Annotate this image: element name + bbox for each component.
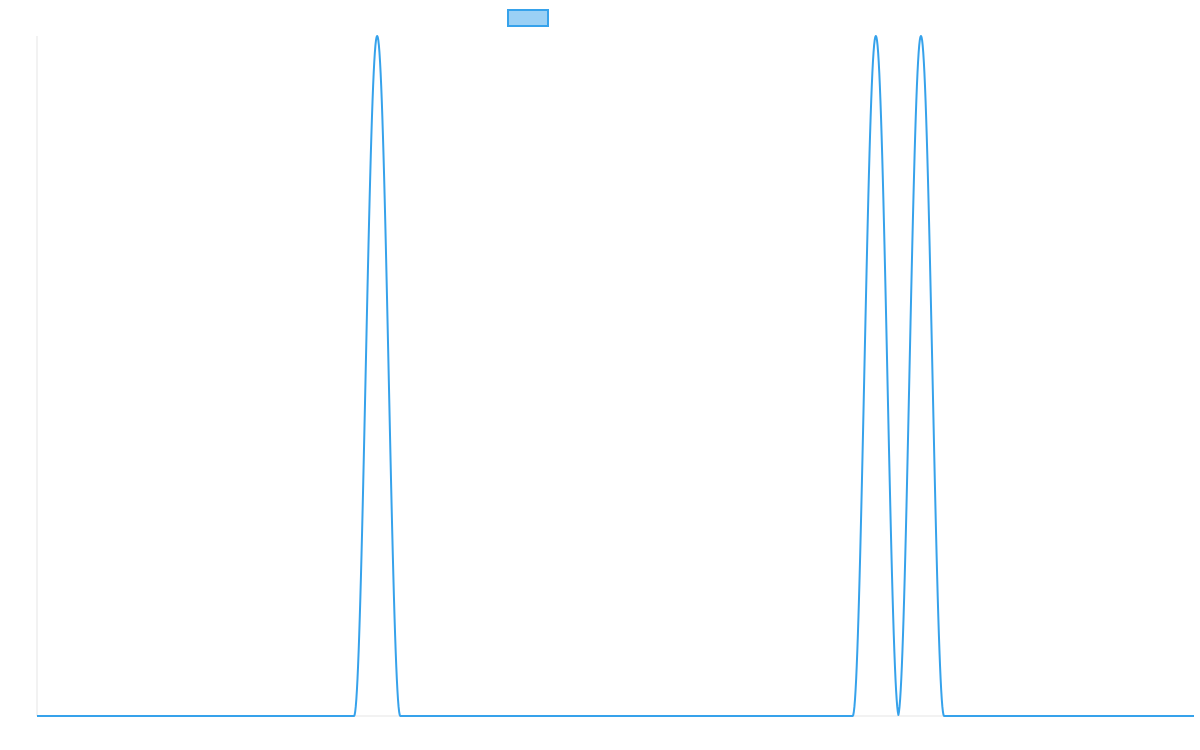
peak-point-0[interactable]: [374, 33, 380, 39]
axes: [36, 36, 1194, 717]
peak-point-2[interactable]: [918, 33, 924, 39]
legend-swatch[interactable]: [507, 9, 549, 27]
plot-area: [36, 33, 1195, 717]
legend[interactable]: [507, 9, 549, 27]
peak-point-1[interactable]: [873, 33, 879, 39]
series-line-0: [36, 35, 1195, 717]
